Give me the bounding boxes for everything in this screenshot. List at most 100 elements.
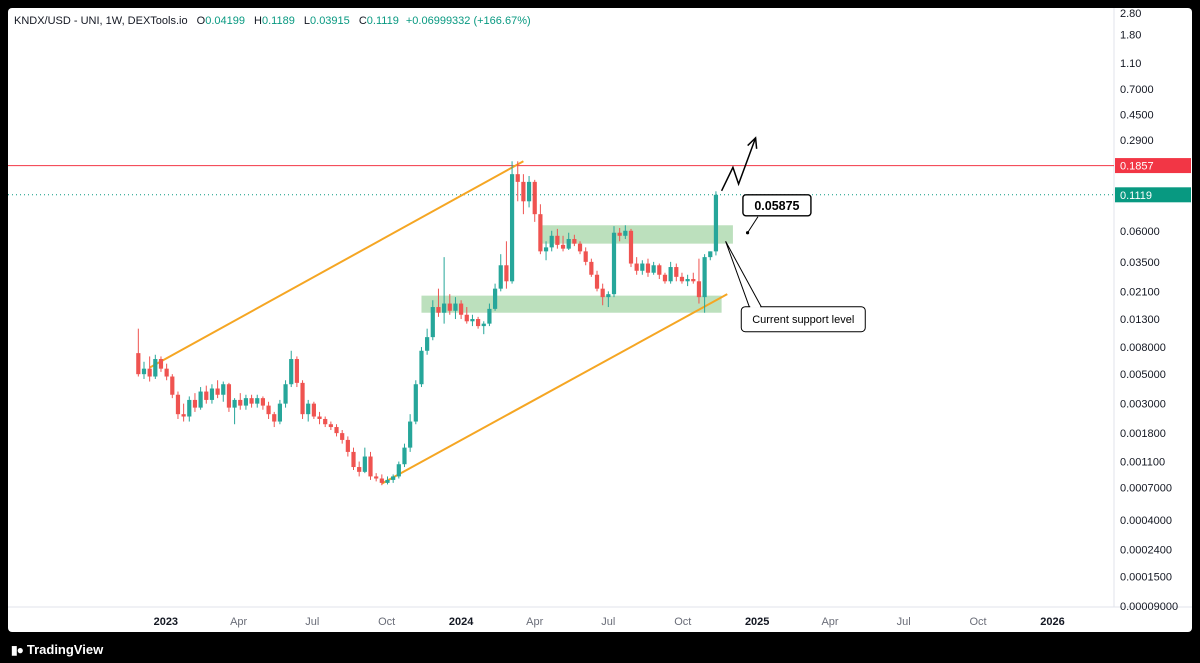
candle <box>294 356 299 388</box>
price-label-bg-resistance <box>1115 158 1191 174</box>
tradingview-brand: TradingView <box>26 642 104 657</box>
candle <box>662 272 668 284</box>
y-tick-label: 0.7000 <box>1120 84 1154 96</box>
candle <box>464 307 469 324</box>
candle <box>164 363 169 381</box>
candle <box>243 394 249 410</box>
candle <box>408 414 413 452</box>
candle <box>238 393 243 410</box>
y-tick-label: 0.2900 <box>1120 135 1154 147</box>
candle <box>306 399 311 422</box>
candle <box>708 251 713 261</box>
candle <box>532 179 537 222</box>
y-tick-label: 0.03500 <box>1120 257 1160 269</box>
candle-body <box>521 181 526 202</box>
candle-body <box>713 194 719 252</box>
y-tick-label: 1.10 <box>1120 58 1141 70</box>
x-tick-label: Apr <box>526 616 543 628</box>
candle-body <box>164 368 169 377</box>
candle <box>430 300 435 341</box>
chart-frame: 0.05875 Current support level 2.80 1.80 1.10… <box>8 8 1192 632</box>
candle <box>526 176 532 208</box>
price-change: +0.06999332 (+166.67%) <box>405 15 531 27</box>
candle <box>713 191 719 256</box>
x-tick-label: 2026 <box>1040 616 1064 628</box>
y-tick-label: 0.00009000 <box>1120 601 1178 613</box>
candle <box>685 274 690 287</box>
candle-body <box>594 274 600 289</box>
high-value: 0.1189 <box>262 15 295 27</box>
candle <box>651 261 656 275</box>
high-label: H <box>254 15 262 27</box>
candle <box>634 257 639 275</box>
candle-body <box>368 456 373 477</box>
candle <box>543 241 549 261</box>
candle <box>509 161 515 284</box>
candle <box>300 380 305 419</box>
candle <box>611 226 617 298</box>
candle-body <box>323 418 328 425</box>
candle <box>311 401 316 419</box>
candle-body <box>549 235 554 248</box>
candle <box>628 228 634 268</box>
candle <box>583 247 588 266</box>
y-tick-label: 0.06000 <box>1120 226 1160 238</box>
open-label: O <box>196 15 206 27</box>
candle <box>175 391 181 419</box>
candle-body <box>232 399 237 408</box>
candle-body <box>170 376 175 395</box>
candle-body <box>566 239 571 249</box>
candle-body <box>464 314 469 322</box>
candle <box>328 421 333 431</box>
callout-label: Current support level <box>752 314 854 326</box>
candle-body <box>425 337 430 351</box>
candle <box>577 241 583 255</box>
candle-body <box>679 276 685 282</box>
close-label: C <box>358 15 367 27</box>
candle <box>481 321 486 335</box>
y-tick-label: 0.4500 <box>1120 109 1154 121</box>
candle <box>436 288 441 317</box>
price-chart[interactable]: 0.05875 Current support level 2.80 1.80 1.10… <box>8 8 1192 632</box>
footer-bar: ▮● TradingView <box>0 632 1200 663</box>
candle-body <box>475 319 481 327</box>
candle <box>617 227 622 242</box>
candle <box>515 161 520 202</box>
candle-body <box>328 424 333 428</box>
candle <box>170 374 175 399</box>
candle-body <box>345 439 350 452</box>
candle <box>283 380 288 408</box>
candle <box>640 260 645 275</box>
candle <box>475 316 481 329</box>
candle-body <box>498 265 503 289</box>
candle-body <box>419 350 424 385</box>
channel-line-1 <box>149 160 524 369</box>
candle <box>594 270 600 292</box>
x-tick-label: 2024 <box>449 616 474 628</box>
candle-body <box>555 235 560 245</box>
x-tick-label: 2023 <box>154 616 178 628</box>
candle <box>413 380 418 425</box>
tradingview-logo[interactable]: ▮● TradingView <box>11 642 103 657</box>
candle <box>589 258 594 277</box>
candle-body <box>402 447 407 465</box>
candle <box>249 394 254 408</box>
candle-body <box>289 359 294 385</box>
y-tick-label: 2.80 <box>1120 8 1141 20</box>
candle-body <box>560 244 566 249</box>
y-tick-label: 0.0004000 <box>1120 515 1172 527</box>
x-tick-label: Oct <box>378 616 395 628</box>
candle-body <box>181 414 186 417</box>
candle <box>419 347 424 388</box>
symbol-title[interactable]: KNDX/USD - UNI, 1W, DEXTools.io <box>14 15 188 27</box>
candle <box>368 451 373 480</box>
candle <box>158 356 164 372</box>
candle <box>549 230 554 252</box>
candle <box>181 403 186 422</box>
symbol-header: KNDX/USD - UNI, 1W, DEXTools.io O0.04199… <box>14 15 531 27</box>
x-tick-label: Apr <box>821 616 838 628</box>
candle-body <box>226 384 232 408</box>
y-tick-label: 0.003000 <box>1120 399 1166 411</box>
candle-body <box>300 382 305 415</box>
candle-body <box>266 405 271 415</box>
